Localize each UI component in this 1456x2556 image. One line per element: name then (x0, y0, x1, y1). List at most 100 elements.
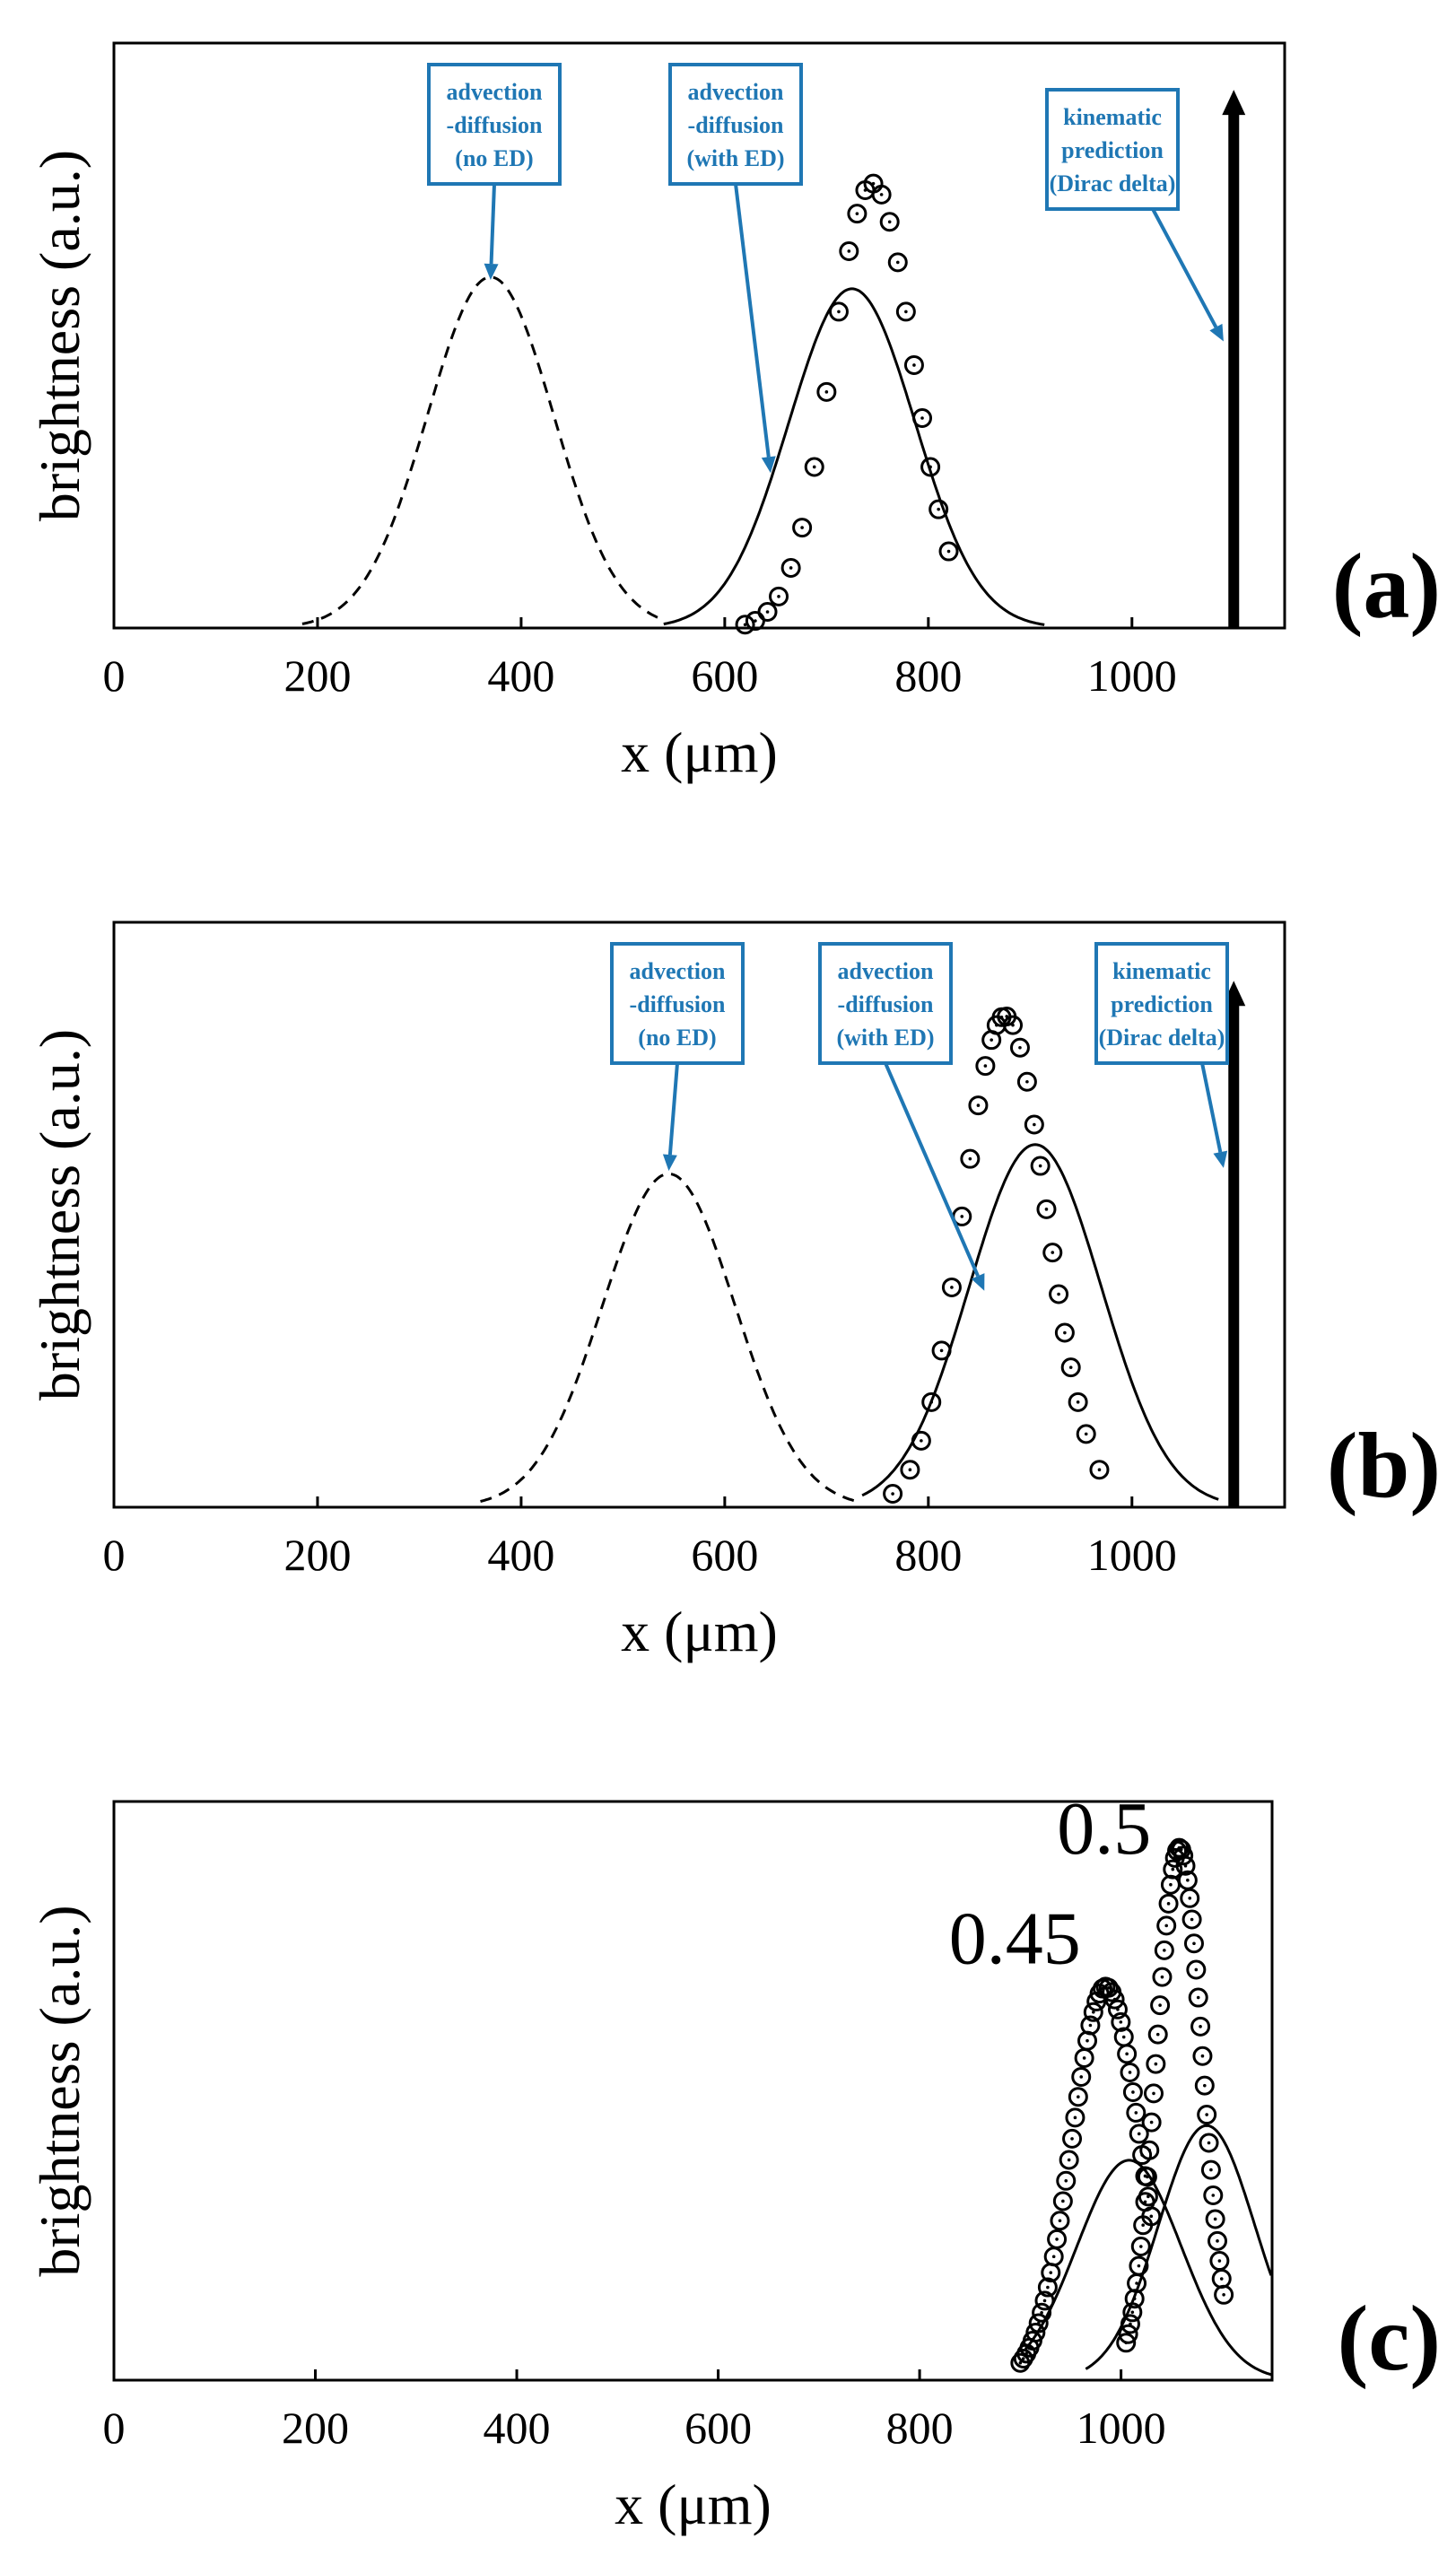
data-point-center (1128, 2071, 1132, 2074)
data-point (871, 184, 892, 205)
data-point-center (929, 1400, 934, 1404)
data-point (1135, 2192, 1155, 2212)
data-point-center (1131, 2090, 1135, 2094)
data-point (1126, 2102, 1146, 2123)
data-point-center (824, 390, 829, 394)
x-tick-label: 600 (691, 1530, 758, 1580)
data-point (1194, 2075, 1215, 2096)
x-tick-label: 1000 (1087, 1530, 1177, 1580)
annotation-arrow-head (971, 1273, 985, 1291)
data-point (887, 252, 908, 273)
data-point-center (1085, 2038, 1089, 2043)
data-point-center (1166, 1902, 1171, 1906)
model-curve-solid (861, 1143, 1219, 1501)
data-point-center (1143, 2200, 1147, 2204)
data-point-center (1160, 1975, 1164, 1979)
data-point-center (1141, 2223, 1145, 2228)
data-point-center (1036, 2321, 1041, 2325)
x-tick-label: 400 (487, 650, 554, 701)
data-point (1181, 1909, 1202, 1930)
data-point (1098, 1977, 1119, 1998)
data-point-center (1077, 2095, 1080, 2099)
data-point-center (1196, 1995, 1200, 2000)
y-axis-label: brightness (a.u.) (28, 1905, 92, 2276)
x-tick-label: 400 (484, 2403, 551, 2453)
data-point-center (1044, 1208, 1049, 1211)
data-point-center (937, 507, 940, 511)
data-point-center (908, 1468, 912, 1471)
peak-label: 0.5 (1057, 1787, 1151, 1871)
data-point (1199, 2133, 1219, 2153)
data-point (1034, 2290, 1055, 2311)
y-axis-label: brightness (a.u.) (28, 1029, 92, 1400)
data-point (1024, 1114, 1044, 1135)
data-point-center (754, 619, 757, 623)
data-point-center (1205, 2113, 1208, 2116)
data-point-center (1076, 1400, 1080, 1404)
data-point-center (1137, 2264, 1141, 2268)
data-point-center (895, 260, 900, 265)
data-point (1173, 1845, 1194, 1866)
data-point-center (1207, 2141, 1211, 2145)
annotation-text: (with ED) (686, 145, 784, 171)
data-point (1200, 2159, 1221, 2180)
data-point (1122, 2302, 1143, 2323)
data-point (883, 1484, 903, 1505)
annotation-text: -diffusion (688, 112, 784, 138)
panel-label: (a) (1332, 535, 1441, 638)
data-point (1156, 1915, 1177, 1936)
data-point (1117, 2044, 1138, 2064)
data-point (1188, 1987, 1208, 2008)
annotation-text: (no ED) (638, 1025, 716, 1051)
data-point-center (1018, 1045, 1022, 1050)
annotation-text: -diffusion (630, 991, 726, 1017)
data-point-center (1064, 2179, 1068, 2183)
data-point (1139, 2140, 1160, 2160)
data-point (1152, 1967, 1173, 1987)
data-point-center (1082, 2056, 1086, 2060)
data-point-center (1042, 2299, 1047, 2303)
annotation-box (1045, 88, 1180, 211)
data-point (757, 602, 778, 623)
annotation-arrow-head (761, 456, 776, 474)
data-point-center (879, 193, 884, 196)
data-point-center (1217, 2259, 1222, 2263)
data-point (1009, 1037, 1030, 1058)
data-point-center (1213, 2217, 1217, 2221)
data-point (1056, 2170, 1077, 2191)
data-point-center (800, 526, 804, 529)
dirac-delta-arrow-head (1222, 90, 1246, 116)
data-point-center (1132, 2297, 1137, 2300)
x-tick-label: 400 (487, 1530, 554, 1580)
data-point (1183, 1933, 1204, 1954)
data-point (1186, 1959, 1207, 1980)
annotation-text: prediction (1111, 991, 1213, 1017)
data-point (1104, 1989, 1125, 2010)
data-point (1143, 2083, 1164, 2104)
data-point-center (1194, 1967, 1199, 1972)
data-point-center (1021, 2357, 1025, 2360)
x-axis-label: x (μm) (615, 2473, 772, 2536)
panel-b: 0 200 400 600 800 1000 x (μm) brightness (a.u.)… (28, 920, 1441, 1663)
data-point-center (1130, 2310, 1135, 2315)
panel-label: (b) (1327, 1414, 1441, 1517)
data-point (900, 1460, 920, 1480)
data-point (1028, 2313, 1049, 2334)
data-point-center (871, 181, 876, 186)
data-point-center (1146, 2175, 1149, 2179)
data-point (1118, 2324, 1138, 2344)
annotation-text: (no ED) (455, 145, 533, 171)
annotation-arrow (667, 1062, 679, 1156)
x-tick-label: 0 (103, 1530, 126, 1580)
x-tick-label: 600 (684, 2403, 752, 2453)
data-point-center (1025, 1079, 1029, 1084)
data-point (1062, 2128, 1083, 2149)
data-point (1059, 2150, 1079, 2170)
data-point (735, 615, 755, 635)
data-point-center (1186, 1878, 1190, 1882)
data-point (895, 301, 916, 322)
data-point-center (1199, 2025, 1202, 2028)
data-point (1205, 2209, 1225, 2229)
plot-frame (112, 920, 1286, 1509)
data-point (1192, 2046, 1213, 2066)
